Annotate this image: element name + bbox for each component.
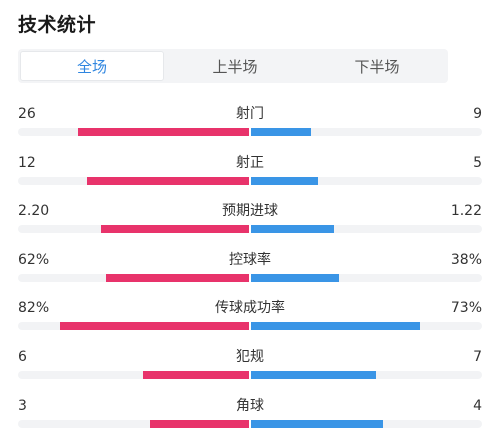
stat-label: 射正 [236,154,264,171]
home-value: 6 [18,348,27,365]
away-value: 9 [473,106,482,122]
home-bar-track [18,128,249,136]
away-value: 1.22 [450,203,482,220]
home-bar [59,322,249,331]
away-bar-track [251,128,482,136]
away-bar [251,176,318,185]
away-bar-track [251,273,482,282]
stat-row-expected-goals: 2.20 预期进球 1.22 [0,197,500,246]
away-bar-track [251,176,482,185]
away-bar-track [251,322,482,331]
home-bar-track [18,370,249,379]
stat-label: 射门 [236,106,264,122]
home-bar [149,419,249,428]
stat-row-shots-on-target: 12 射正 5 [0,149,500,198]
stats-list: 26 射门 9 12 射正 5 2.20 预期进球 1.22 62% 控球率 3… [0,100,500,440]
away-value: 7 [473,348,482,365]
stat-row-pass-accuracy: 82% 传球成功率 73% [0,294,500,343]
away-bar [251,322,420,331]
home-bar [78,128,249,136]
stat-label: 角球 [236,397,264,414]
home-value: 82% [18,300,50,317]
page-title: 技术统计 [18,14,97,36]
stat-label: 控球率 [229,251,271,268]
stat-row-corners: 3 角球 4 [0,392,500,440]
stat-row-shots: 26 射门 9 [0,100,500,149]
home-bar [105,273,249,282]
stat-label: 传球成功率 [215,300,285,317]
home-value: 12 [18,154,36,171]
home-bar-track [18,225,249,234]
home-bar-track [18,273,249,282]
away-bar [251,128,312,136]
home-bar [87,176,249,185]
away-value: 4 [473,397,482,414]
tab-second-half[interactable]: 下半场 [354,57,400,76]
home-bar-track [18,322,249,331]
stat-row-possession: 62% 控球率 38% [0,246,500,295]
home-bar-track [18,419,249,428]
away-value: 38% [450,251,482,268]
home-value: 2.20 [18,203,50,220]
away-bar-track [251,419,482,428]
away-bar [251,225,335,234]
home-value: 3 [18,397,27,414]
stat-label: 犯规 [236,348,264,365]
away-value: 73% [450,300,482,317]
tab-full-match[interactable]: 全场 [20,51,164,81]
home-value: 26 [18,106,36,122]
away-bar-track [251,225,482,234]
away-value: 5 [473,154,482,171]
stat-row-fouls: 6 犯规 7 [0,343,500,392]
away-bar [251,273,339,282]
home-bar-track [18,176,249,185]
away-bar [251,370,376,379]
home-bar [142,370,249,379]
stat-label: 预期进球 [222,203,278,220]
home-bar [101,225,249,234]
period-tabs: 全场 上半场 下半场 [18,49,448,83]
away-bar [251,419,383,428]
away-bar-track [251,370,482,379]
tab-first-half[interactable]: 上半场 [212,57,258,76]
home-value: 62% [18,251,50,268]
